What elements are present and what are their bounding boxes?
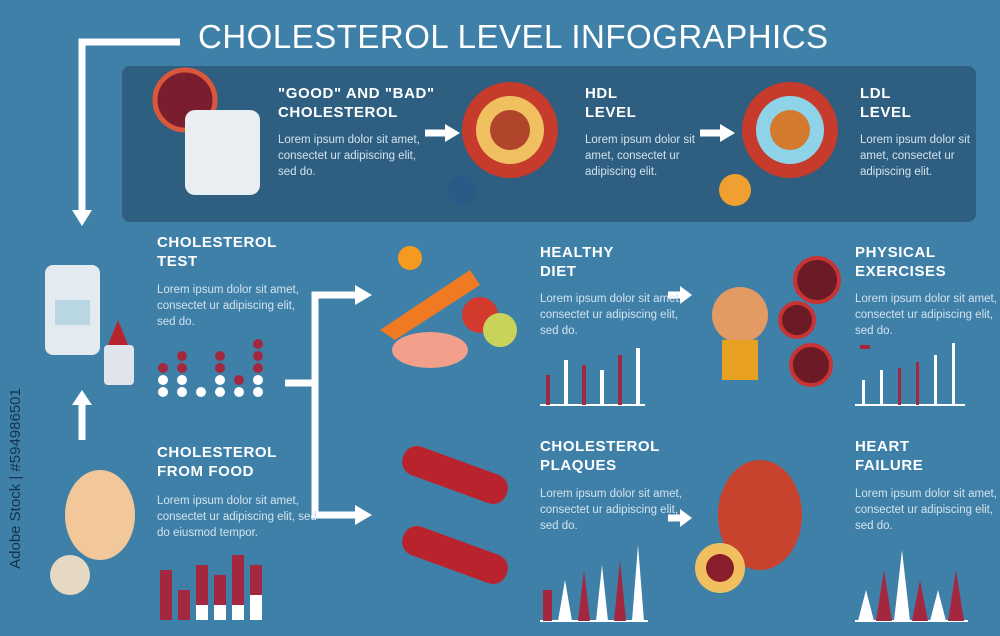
section-heading: PHYSICAL EXERCISES <box>855 244 947 280</box>
section-heading: CHOLESTEROL TEST <box>157 234 277 270</box>
section-heading: HDL LEVEL <box>585 85 637 121</box>
section-body: Lorem ipsum dolor sit amet, consectet ur… <box>585 134 695 178</box>
section-body: Lorem ipsum dolor sit amet, consectet ur… <box>157 284 299 328</box>
section-heading: CHOLESTEROL PLAQUES <box>540 438 660 474</box>
section-body: Lorem ipsum dolor sit amet, consectet ur… <box>540 293 682 337</box>
section-body: Lorem ipsum dolor sit amet, consectet ur… <box>855 293 997 337</box>
flow-arrows <box>78 38 720 522</box>
section-heading: HEART FAILURE <box>855 438 924 474</box>
watermark: Adobe Stock | #594986501 <box>6 388 24 569</box>
section-heading: CHOLESTEROL FROM FOOD <box>157 444 277 480</box>
section-heading: HEALTHY DIET <box>540 244 614 280</box>
arrow-heads <box>72 124 735 527</box>
section-body: Lorem ipsum dolor sit amet, consectet ur… <box>157 495 317 539</box>
section-body: Lorem ipsum dolor sit amet, consectet ur… <box>540 488 682 532</box>
section-heading: LDL LEVEL <box>860 85 912 121</box>
section-body: Lorem ipsum dolor sit amet, consectet ur… <box>860 134 970 178</box>
decorative-bars <box>158 339 968 622</box>
section-body: Lorem ipsum dolor sit amet, consectet ur… <box>855 488 997 532</box>
illustrations <box>45 67 841 595</box>
section-heading: "GOOD" AND "BAD" CHOLESTEROL <box>278 85 435 121</box>
section-body: Lorem ipsum dolor sit amet, consectet ur… <box>278 134 420 178</box>
page-title: CHOLESTEROL LEVEL INFOGRAPHICS <box>198 18 829 55</box>
